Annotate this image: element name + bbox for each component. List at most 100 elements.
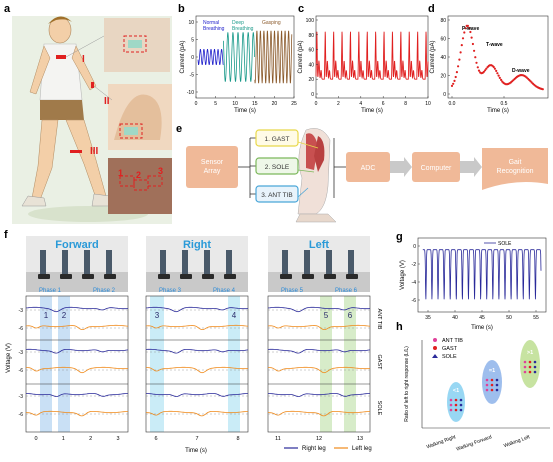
inset-photo-leg (108, 158, 172, 214)
panel-g-xtick: 55 (533, 315, 539, 321)
panel-d-point (450, 84, 454, 87)
photo-title-1: Forward (55, 239, 98, 251)
panel-g-ytick: -6 (412, 298, 417, 304)
panel-d-point (484, 69, 487, 72)
phase-label-6: Phase 6 (335, 288, 358, 294)
panel-h-xtick-2: Walking Forward (456, 434, 493, 452)
panel-d-point (498, 76, 501, 79)
panel-h-legend-3: SOLE (442, 354, 457, 360)
cluster-point (485, 383, 489, 387)
walking-photos: Forward Phase 1 Phase 2 Right Phase 3 Phase 4… (26, 236, 370, 294)
panel-label-a: a (4, 3, 11, 15)
panel-g-xtick: 40 (452, 315, 458, 321)
phase-number-1: 1 (44, 311, 49, 320)
cluster-point (490, 378, 494, 382)
leg-muscle-illustration (295, 128, 337, 223)
chest-sensor-box (123, 35, 147, 53)
cluster-point (485, 378, 489, 382)
channel-label-2: 2. SOLE (265, 164, 290, 171)
box-adc (346, 152, 390, 182)
panel-d-point (471, 42, 474, 46)
panel-c-ytick: 60 (308, 48, 314, 54)
chest-sensor (56, 55, 66, 59)
box-gait-recognition (482, 148, 548, 190)
cluster-point (533, 360, 537, 364)
cluster-point (485, 388, 489, 392)
wrist-sensor-box (119, 123, 143, 139)
panel-label-h: h (396, 321, 403, 333)
panel-d-point (464, 27, 467, 30)
panel-b-ytick: 5 (191, 38, 194, 44)
cluster-point (523, 370, 527, 374)
panel-f-xtick: 6 (154, 436, 157, 442)
marker-III: III (90, 146, 99, 157)
panel-d-ylabel: Current (pA) (430, 40, 436, 73)
panel-d-point (455, 71, 458, 74)
panel-g-ytick: -2 (412, 262, 417, 268)
sensor-number-1: 1 (118, 168, 123, 178)
photo-title-2: Right (183, 239, 211, 251)
panel-c-ytick: 0 (311, 92, 314, 98)
panel-d-point (496, 72, 499, 75)
panel-c-ytick: 40 (308, 62, 314, 68)
phase-number-4: 4 (232, 311, 237, 320)
muscle-label-3: SOLE (376, 401, 382, 416)
phase-number-6: 6 (348, 311, 353, 320)
panel-c-chart: 100 80 60 40 20 00 2 4 6 8 10 Time (s) Current (pA… (298, 15, 431, 114)
panel-b-xtick: 5 (214, 101, 217, 107)
panel-label-c: c (298, 3, 304, 15)
panel-g-xtick: 50 (506, 315, 512, 321)
wrist-sensor-patch (124, 127, 138, 135)
panel-d-point (477, 69, 481, 72)
cluster-annotation-3: >1 (527, 350, 533, 356)
muscle-label-1: ANT TIB (376, 309, 382, 330)
cluster-point (523, 360, 527, 364)
panel-a-illustration: I II III 1 2 3 (12, 16, 172, 224)
panel-b-xlabel: Time (s) (234, 108, 256, 114)
cluster-point (490, 383, 494, 387)
legend-left-leg: Left leg (352, 446, 372, 452)
panel-d-point (461, 37, 465, 40)
panel-h-xtick-3: Walking Left (503, 434, 531, 449)
marker-I: I (82, 54, 85, 65)
annotation-t-wave: T-wave (486, 42, 503, 48)
panel-c-xtick: 4 (359, 101, 362, 107)
panel-d-chart: P-wave T-wave D-wave 80 60 40 20 00.0 0.5 Tim… (430, 15, 549, 114)
panel-label-b: b (178, 3, 185, 15)
panel-b-ytick: -5 (190, 73, 195, 79)
panel-f-ytick: -3 (19, 350, 24, 356)
cluster-point (495, 383, 499, 387)
panel-d-point (500, 78, 503, 81)
panel-d-point (495, 69, 498, 72)
panel-f-ytick: -3 (19, 308, 24, 314)
panel-g-ylabel: Voltage (V) (400, 260, 406, 290)
left-leg-trace (25, 410, 128, 417)
panel-d-point (473, 49, 476, 52)
channel-box-2 (255, 157, 299, 175)
panel-b-series-1 (223, 32, 255, 82)
cluster-point (449, 403, 453, 407)
panel-label-g: g (396, 231, 403, 243)
panel-f-xtick: 3 (116, 436, 119, 442)
panel-c-xtick: 6 (382, 101, 385, 107)
panel-d-point (476, 66, 479, 69)
panel-d-ytick: 60 (440, 37, 446, 43)
panel-d-point (453, 79, 456, 82)
panel-d-point (541, 88, 544, 91)
panel-b-xtick: 10 (232, 101, 238, 107)
panel-f-xtick: 1 (62, 436, 65, 442)
cluster-ellipse-3 (520, 340, 540, 388)
cluster-point (523, 365, 527, 369)
panel-label-e: e (176, 123, 182, 135)
left-leg-trace (145, 410, 248, 417)
panel-h-legend-1: ANT TIB (442, 338, 463, 344)
phase-label-4: Phase 4 (213, 288, 236, 294)
sensor-number-2: 2 (136, 170, 141, 180)
panel-d-ytick: 80 (440, 18, 446, 24)
right-leg-trace (145, 306, 249, 313)
panel-label-d: d (428, 3, 435, 15)
panel-f-xlabel: Time (s) (185, 448, 207, 454)
cluster-point (454, 408, 458, 412)
phase-shade-5 (320, 296, 332, 432)
panel-f-xtick: 12 (316, 436, 322, 442)
